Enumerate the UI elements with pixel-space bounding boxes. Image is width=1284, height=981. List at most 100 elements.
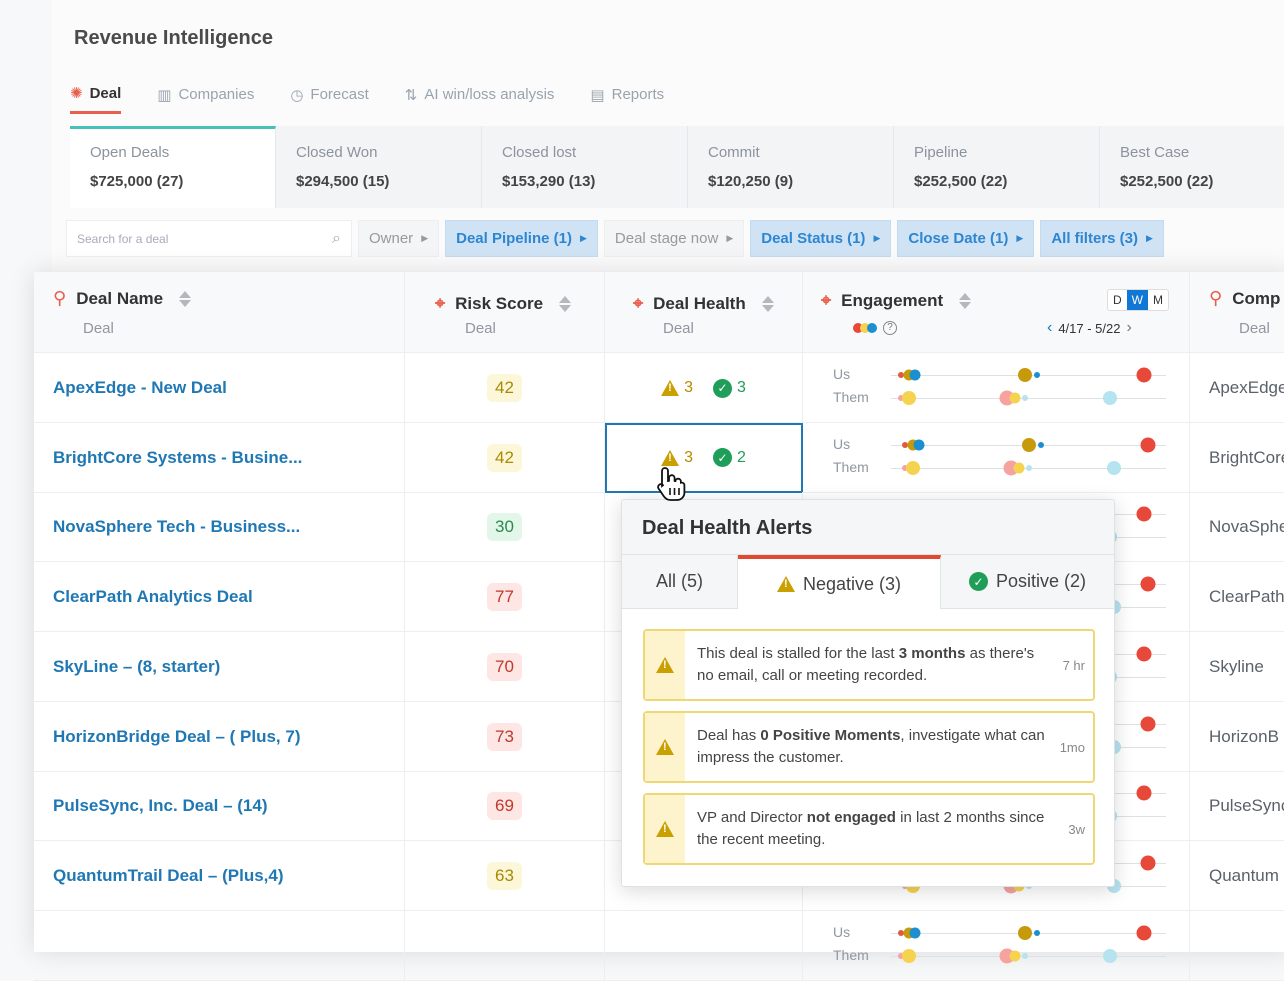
stat-label: Closed lost [502,144,577,161]
tab-reports[interactable]: ▤ Reports [590,84,664,114]
alert-icon-area [645,795,685,863]
stat-tab[interactable]: Commit $120,250 (9) [688,126,894,208]
header-company[interactable]: ⚲ Comp Deal [1190,272,1284,353]
health-cell[interactable]: 3 ✓2 [605,422,803,493]
engagement-label-them: Them [833,389,869,405]
sort-icon[interactable] [179,290,192,307]
table-row[interactable]: BrightCore Systems - Busine...423✓2UsThe… [34,422,1284,493]
period-day[interactable]: D [1113,293,1122,307]
filter-chip[interactable]: Owner ▶ [358,220,440,257]
company-cell: Skyline [1190,632,1284,702]
alert-text: Deal has 0 Positive Moments, investigate… [685,713,1049,781]
header-label: Deal Name [76,288,164,308]
stat-label: Best Case [1120,144,1190,161]
company-name: HorizonB [1209,726,1279,746]
alert-item[interactable]: VP and Director not engaged in last 2 mo… [643,793,1095,865]
deal-name-link[interactable]: NovaSphere Tech - Business... [53,517,301,537]
tab-label: Positive (2) [995,571,1087,591]
header-sub: Deal [465,320,496,337]
stat-tab[interactable]: Closed lost $153,290 (13) [482,126,688,208]
deal-name-link[interactable]: HorizonBridge Deal – ( Plus, 7) [53,726,301,746]
tab-all[interactable]: All (5) [622,555,738,608]
tab-negative[interactable]: Negative (3) [738,555,941,609]
header-deal-health[interactable]: ⌖ Deal Health Deal [605,272,803,353]
alert-time: 1mo [1059,739,1085,755]
period-month[interactable]: M [1153,293,1163,307]
warning-icon [656,739,674,755]
risk-score-badge: 70 [487,652,522,681]
count: 3 [684,448,693,466]
negative-count[interactable]: 3 [661,448,693,467]
warning-icon [776,576,795,592]
count: 2 [737,448,746,466]
stat-value: $725,000 (27) [90,173,184,190]
period-week[interactable]: W [1126,290,1148,310]
deal-name-link[interactable]: ClearPath Analytics Deal [53,587,253,607]
risk-cell: 70 [405,631,605,702]
alert-text-pre: VP and Director [697,809,807,826]
deal-name-link[interactable]: BrightCore Systems - Busine... [53,447,303,467]
header-deal-name[interactable]: ⚲ Deal Name Deal [34,272,405,353]
filter-bar: Search for a deal ⌕ Owner ▶ Deal Pipeline (… [66,220,1164,257]
alert-text-bold: 0 Positive Moments [760,727,901,744]
engagement-dot [1009,950,1021,962]
tab-ai-win-loss[interactable]: ⇅ AI win/loss analysis [405,84,555,114]
stat-tab[interactable]: Closed Won $294,500 (15) [276,126,482,208]
header-risk-score[interactable]: ⌖ Risk Score Deal [405,272,605,353]
timeline-line [891,398,1166,399]
deal-name-link[interactable]: SkyLine – (8, starter) [53,656,221,676]
tab-label: AI win/loss analysis [424,86,555,103]
engagement-cell: Us Them [803,422,1190,493]
engagement-dot [909,369,921,381]
tab-positive[interactable]: ✓ Positive (2) [941,555,1114,608]
filter-chip[interactable]: Deal Pipeline (1) ▶ [445,220,598,257]
health-cell[interactable] [605,910,803,981]
filter-chip[interactable]: Deal stage now ▶ [603,220,745,257]
search-input[interactable]: Search for a deal ⌕ [66,220,352,257]
sort-icon[interactable] [959,292,972,309]
prev-range-icon[interactable]: ‹ [1047,319,1053,336]
deal-name-link[interactable]: QuantumTrail Deal – (Plus,4) [53,865,284,885]
table-row[interactable]: Us Them [34,910,1284,981]
positive-count[interactable]: ✓ 3 [713,378,746,398]
filter-chip[interactable]: All filters (3) ▶ [1040,220,1164,257]
alert-item[interactable]: Deal has 0 Positive Moments, investigate… [643,711,1095,783]
deal-name-cell: QuantumTrail Deal – (Plus,4) [34,840,405,911]
risk-cell: 63 [405,840,605,911]
integration-icon: ⌖ [821,290,832,310]
deal-name-link[interactable]: PulseSync, Inc. Deal – (14) [53,796,268,816]
help-icon[interactable]: ? [883,321,897,335]
engagement-dot [1013,462,1025,474]
health-cell[interactable]: 3 ✓3 [605,353,803,423]
stat-tab[interactable]: Best Case $252,500 (22) [1100,126,1284,208]
tab-companies[interactable]: ▥ Companies [157,84,254,114]
chip-label: Owner [369,230,414,247]
engagement-dot [1136,367,1152,383]
filter-chip[interactable]: Close Date (1) ▶ [897,220,1035,257]
engagement-dot [1022,437,1036,452]
caret-right-icon: ▶ [421,233,429,243]
filter-chips: Owner ▶ Deal Pipeline (1) ▶ Deal stage now ▶ D… [358,220,1164,257]
next-range-icon[interactable]: › [1126,319,1132,336]
negative-count[interactable]: 3 [661,379,693,398]
sort-icon[interactable] [559,295,572,312]
engagement-dot [1038,441,1044,448]
stat-tab[interactable]: Pipeline $252,500 (22) [894,126,1100,208]
warning-icon [656,821,674,837]
sort-icon[interactable] [761,295,774,312]
deal-name-link[interactable]: ApexEdge - New Deal [53,378,227,397]
engagement-dot [898,372,904,378]
positive-count[interactable]: ✓ 2 [713,448,746,468]
stat-tab[interactable]: Open Deals $725,000 (27) [70,126,276,208]
filter-chip[interactable]: Deal Status (1) ▶ [750,220,892,257]
main-tabs: ✺ Deal ▥ Companies ◷ Forecast ⇅ AI win/loss … [70,84,664,114]
risk-score-badge: 69 [487,792,522,821]
alert-item[interactable]: This deal is stalled for the last 3 mont… [643,629,1095,701]
tab-forecast[interactable]: ◷ Forecast [290,84,368,114]
search-placeholder: Search for a deal [77,231,169,246]
legend-dot [867,323,877,333]
tab-deal[interactable]: ✺ Deal [70,84,122,114]
